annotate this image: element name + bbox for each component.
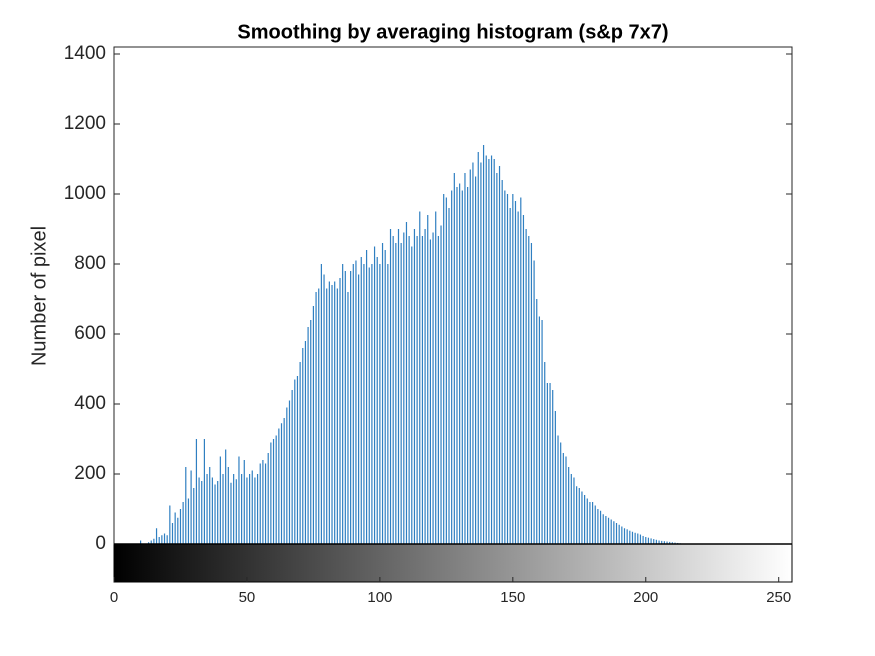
x-tick-label: 0 bbox=[110, 589, 118, 606]
x-tick-label: 200 bbox=[633, 589, 658, 606]
x-tick-label: 250 bbox=[766, 589, 791, 606]
y-tick-label: 600 bbox=[74, 323, 106, 344]
chart-title: Smoothing by averaging histogram (s&p 7x… bbox=[237, 21, 668, 43]
x-tick-label: 150 bbox=[500, 589, 525, 606]
y-tick-label: 1200 bbox=[64, 113, 106, 134]
y-tick-label: 800 bbox=[74, 253, 106, 274]
y-axis-label: Number of pixel bbox=[28, 226, 50, 366]
y-tick-label: 0 bbox=[95, 533, 106, 554]
x-tick-label: 50 bbox=[239, 589, 256, 606]
y-tick-label: 200 bbox=[74, 463, 106, 484]
colorbar bbox=[113, 543, 793, 583]
x-tick-label: 100 bbox=[367, 589, 392, 606]
y-tick-label: 1000 bbox=[64, 183, 106, 204]
y-tick-label: 400 bbox=[74, 393, 106, 414]
y-tick-label: 1400 bbox=[64, 43, 106, 64]
